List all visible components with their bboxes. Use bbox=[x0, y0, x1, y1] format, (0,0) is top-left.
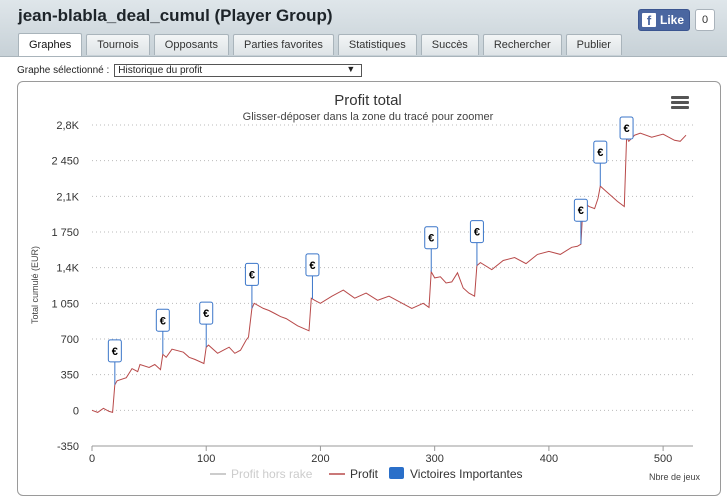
legend-profit[interactable]: Profit bbox=[350, 467, 379, 481]
chart-menu-icon[interactable] bbox=[671, 96, 689, 110]
x-tick-label: 200 bbox=[311, 453, 329, 465]
y-tick-label: 1,4K bbox=[56, 263, 79, 275]
legend-victoires[interactable]: Victoires Importantes bbox=[410, 467, 523, 481]
facebook-like-count: 0 bbox=[695, 9, 715, 31]
victoire-flag-box bbox=[107, 339, 122, 363]
facebook-like-label: Like bbox=[660, 13, 685, 27]
victoire-flag-label: € bbox=[160, 315, 166, 327]
y-tick-label: 700 bbox=[61, 334, 79, 346]
y-tick-label: 0 bbox=[73, 405, 79, 417]
victoire-flag-label: € bbox=[428, 233, 434, 245]
victoire-flag-box bbox=[469, 220, 484, 244]
victoire-flag[interactable]: € bbox=[469, 220, 484, 266]
victoire-flag[interactable]: € bbox=[619, 116, 634, 140]
dropdown-arrow-icon: ▼ bbox=[346, 64, 356, 74]
tab-bar: Graphes Tournois Opposants Parties favor… bbox=[18, 33, 626, 56]
x-tick-label: 100 bbox=[197, 453, 215, 465]
x-tick-label: 300 bbox=[425, 453, 443, 465]
victoire-flag[interactable]: € bbox=[155, 308, 170, 355]
y-tick-label: 2,1K bbox=[56, 191, 79, 203]
victoire-flag-label: € bbox=[597, 147, 603, 159]
victoire-flag-label: € bbox=[578, 205, 584, 217]
x-tick-label: 500 bbox=[654, 453, 672, 465]
tab-graphes[interactable]: Graphes bbox=[18, 33, 83, 56]
victoire-flag-label: € bbox=[309, 260, 315, 272]
victoire-flag-label: € bbox=[112, 346, 118, 358]
legend-victoires-swatch bbox=[389, 467, 404, 479]
y-tick-label: -350 bbox=[57, 441, 79, 453]
victoire-flag-box bbox=[199, 301, 214, 325]
profit-series-line bbox=[91, 132, 687, 414]
facebook-like-button[interactable]: f Like bbox=[638, 9, 690, 31]
tab-opposants[interactable]: Opposants bbox=[153, 34, 229, 55]
graph-select-row: Graphe sélectionné : Historique du profi… bbox=[17, 64, 363, 77]
tab-parties-favorites[interactable]: Parties favorites bbox=[232, 34, 334, 55]
y-tick-label: 2,8K bbox=[56, 120, 79, 132]
victoire-flag-label: € bbox=[249, 269, 255, 281]
tab-publier[interactable]: Publier bbox=[565, 34, 622, 55]
x-tick-label: 400 bbox=[540, 453, 558, 465]
y-tick-label: 1 750 bbox=[51, 227, 79, 239]
page-title: jean-blabla_deal_cumul (Player Group) bbox=[18, 6, 333, 25]
graph-select-value: Historique du profit bbox=[118, 65, 203, 76]
tab-tournois[interactable]: Tournois bbox=[86, 34, 150, 55]
graph-select[interactable]: Historique du profit ▼ bbox=[114, 64, 363, 77]
victoire-flag[interactable]: € bbox=[424, 226, 439, 272]
y-tick-label: 350 bbox=[61, 370, 79, 382]
victoire-flag[interactable]: € bbox=[199, 301, 214, 348]
victoire-flag[interactable]: € bbox=[593, 140, 608, 187]
tab-statistiques[interactable]: Statistiques bbox=[337, 34, 417, 55]
y-tick-label: 1 050 bbox=[51, 298, 79, 310]
victoire-flag-label: € bbox=[623, 123, 629, 135]
tab-succes[interactable]: Succès bbox=[420, 34, 479, 55]
victoire-flag-label: € bbox=[474, 227, 480, 239]
victoire-flag[interactable]: € bbox=[305, 253, 320, 299]
chart-subtitle: Glisser-déposer dans la zone du tracé po… bbox=[243, 111, 494, 123]
facebook-icon: f bbox=[642, 13, 656, 27]
legend-hors-rake[interactable]: Profit hors rake bbox=[231, 467, 313, 481]
victoire-flag[interactable]: € bbox=[573, 198, 588, 245]
victoire-flag-box bbox=[573, 198, 588, 222]
victoire-flag-box bbox=[593, 140, 608, 164]
victoire-flag[interactable]: € bbox=[107, 339, 122, 385]
x-tick-label: 0 bbox=[89, 453, 95, 465]
y-axis-label: Total cumulé (EUR) bbox=[30, 246, 40, 324]
victoire-flag-box bbox=[305, 253, 320, 277]
x-axis-label: Nbre de jeux bbox=[649, 472, 701, 482]
victoire-flag[interactable]: € bbox=[244, 262, 259, 309]
victoire-flag-box bbox=[244, 262, 259, 286]
tab-rechercher[interactable]: Rechercher bbox=[482, 34, 562, 55]
victoire-flag-label: € bbox=[203, 308, 209, 320]
chart-title: Profit total bbox=[334, 92, 402, 109]
victoire-flag-box bbox=[424, 226, 439, 250]
victoire-flag-box bbox=[155, 308, 170, 332]
y-tick-label: 2 450 bbox=[51, 156, 79, 168]
header-bar: jean-blabla_deal_cumul (Player Group) f … bbox=[0, 0, 727, 57]
graph-select-label: Graphe sélectionné : bbox=[17, 65, 110, 76]
victoire-flag-box bbox=[619, 116, 634, 140]
